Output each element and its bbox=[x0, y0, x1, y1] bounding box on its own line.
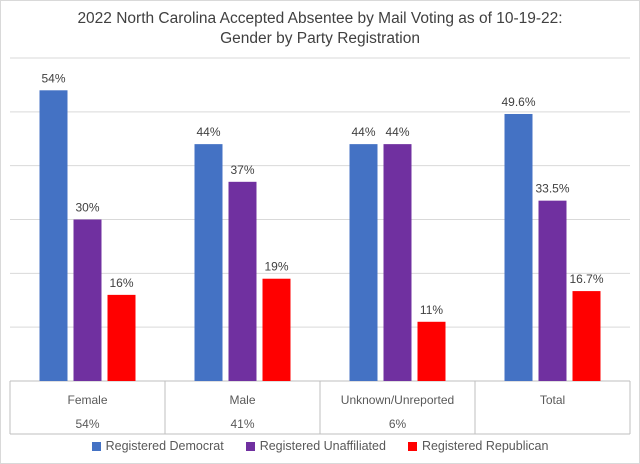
bar bbox=[572, 291, 601, 381]
data-label: 11% bbox=[420, 303, 443, 317]
data-label: 33.5% bbox=[535, 182, 569, 196]
legend-label-democrat: Registered Democrat bbox=[105, 439, 224, 453]
legend-swatch-unaffiliated bbox=[245, 441, 255, 451]
legend-item-unaffiliated: Registered Unaffiliated bbox=[245, 439, 386, 453]
bar bbox=[228, 181, 257, 381]
data-label: 44% bbox=[385, 125, 409, 139]
bar bbox=[383, 144, 412, 381]
chart-title: 2022 North Carolina Accepted Absentee by… bbox=[77, 10, 563, 27]
category-label: Unknown/Unreported bbox=[341, 393, 454, 407]
legend-label-unaffiliated: Registered Unaffiliated bbox=[259, 439, 386, 453]
category-label: Male bbox=[229, 393, 255, 407]
data-label: 54% bbox=[41, 71, 65, 85]
legend-label-republican: Registered Republican bbox=[421, 439, 549, 453]
bar bbox=[73, 219, 102, 381]
data-label: 16% bbox=[109, 276, 133, 290]
chart-subtitle: Gender by Party Registration bbox=[220, 30, 420, 47]
data-label: 37% bbox=[230, 163, 254, 177]
data-label: 16.7% bbox=[569, 272, 603, 286]
category-share-label: 41% bbox=[230, 417, 254, 431]
data-label: 49.6% bbox=[501, 95, 535, 109]
legend-swatch-republican bbox=[407, 441, 417, 451]
category-label: Total bbox=[540, 393, 565, 407]
bar bbox=[107, 294, 136, 381]
data-label: 44% bbox=[196, 125, 220, 139]
bar bbox=[349, 144, 378, 381]
chart-legend: Registered Democrat Registered Unaffilia… bbox=[0, 439, 640, 453]
data-label: 30% bbox=[75, 201, 99, 215]
category-share-label: 6% bbox=[389, 417, 407, 431]
bar bbox=[194, 144, 223, 381]
data-label: 19% bbox=[264, 260, 288, 274]
bar bbox=[262, 278, 291, 381]
bar bbox=[504, 113, 533, 381]
category-label: Female bbox=[67, 393, 107, 407]
data-label: 44% bbox=[351, 125, 375, 139]
legend-item-democrat: Registered Democrat bbox=[91, 439, 224, 453]
bar bbox=[39, 90, 68, 382]
bar bbox=[538, 200, 567, 381]
category-share-label: 54% bbox=[75, 417, 99, 431]
bar bbox=[417, 321, 446, 381]
legend-item-republican: Registered Republican bbox=[407, 439, 549, 453]
legend-swatch-democrat bbox=[91, 441, 101, 451]
